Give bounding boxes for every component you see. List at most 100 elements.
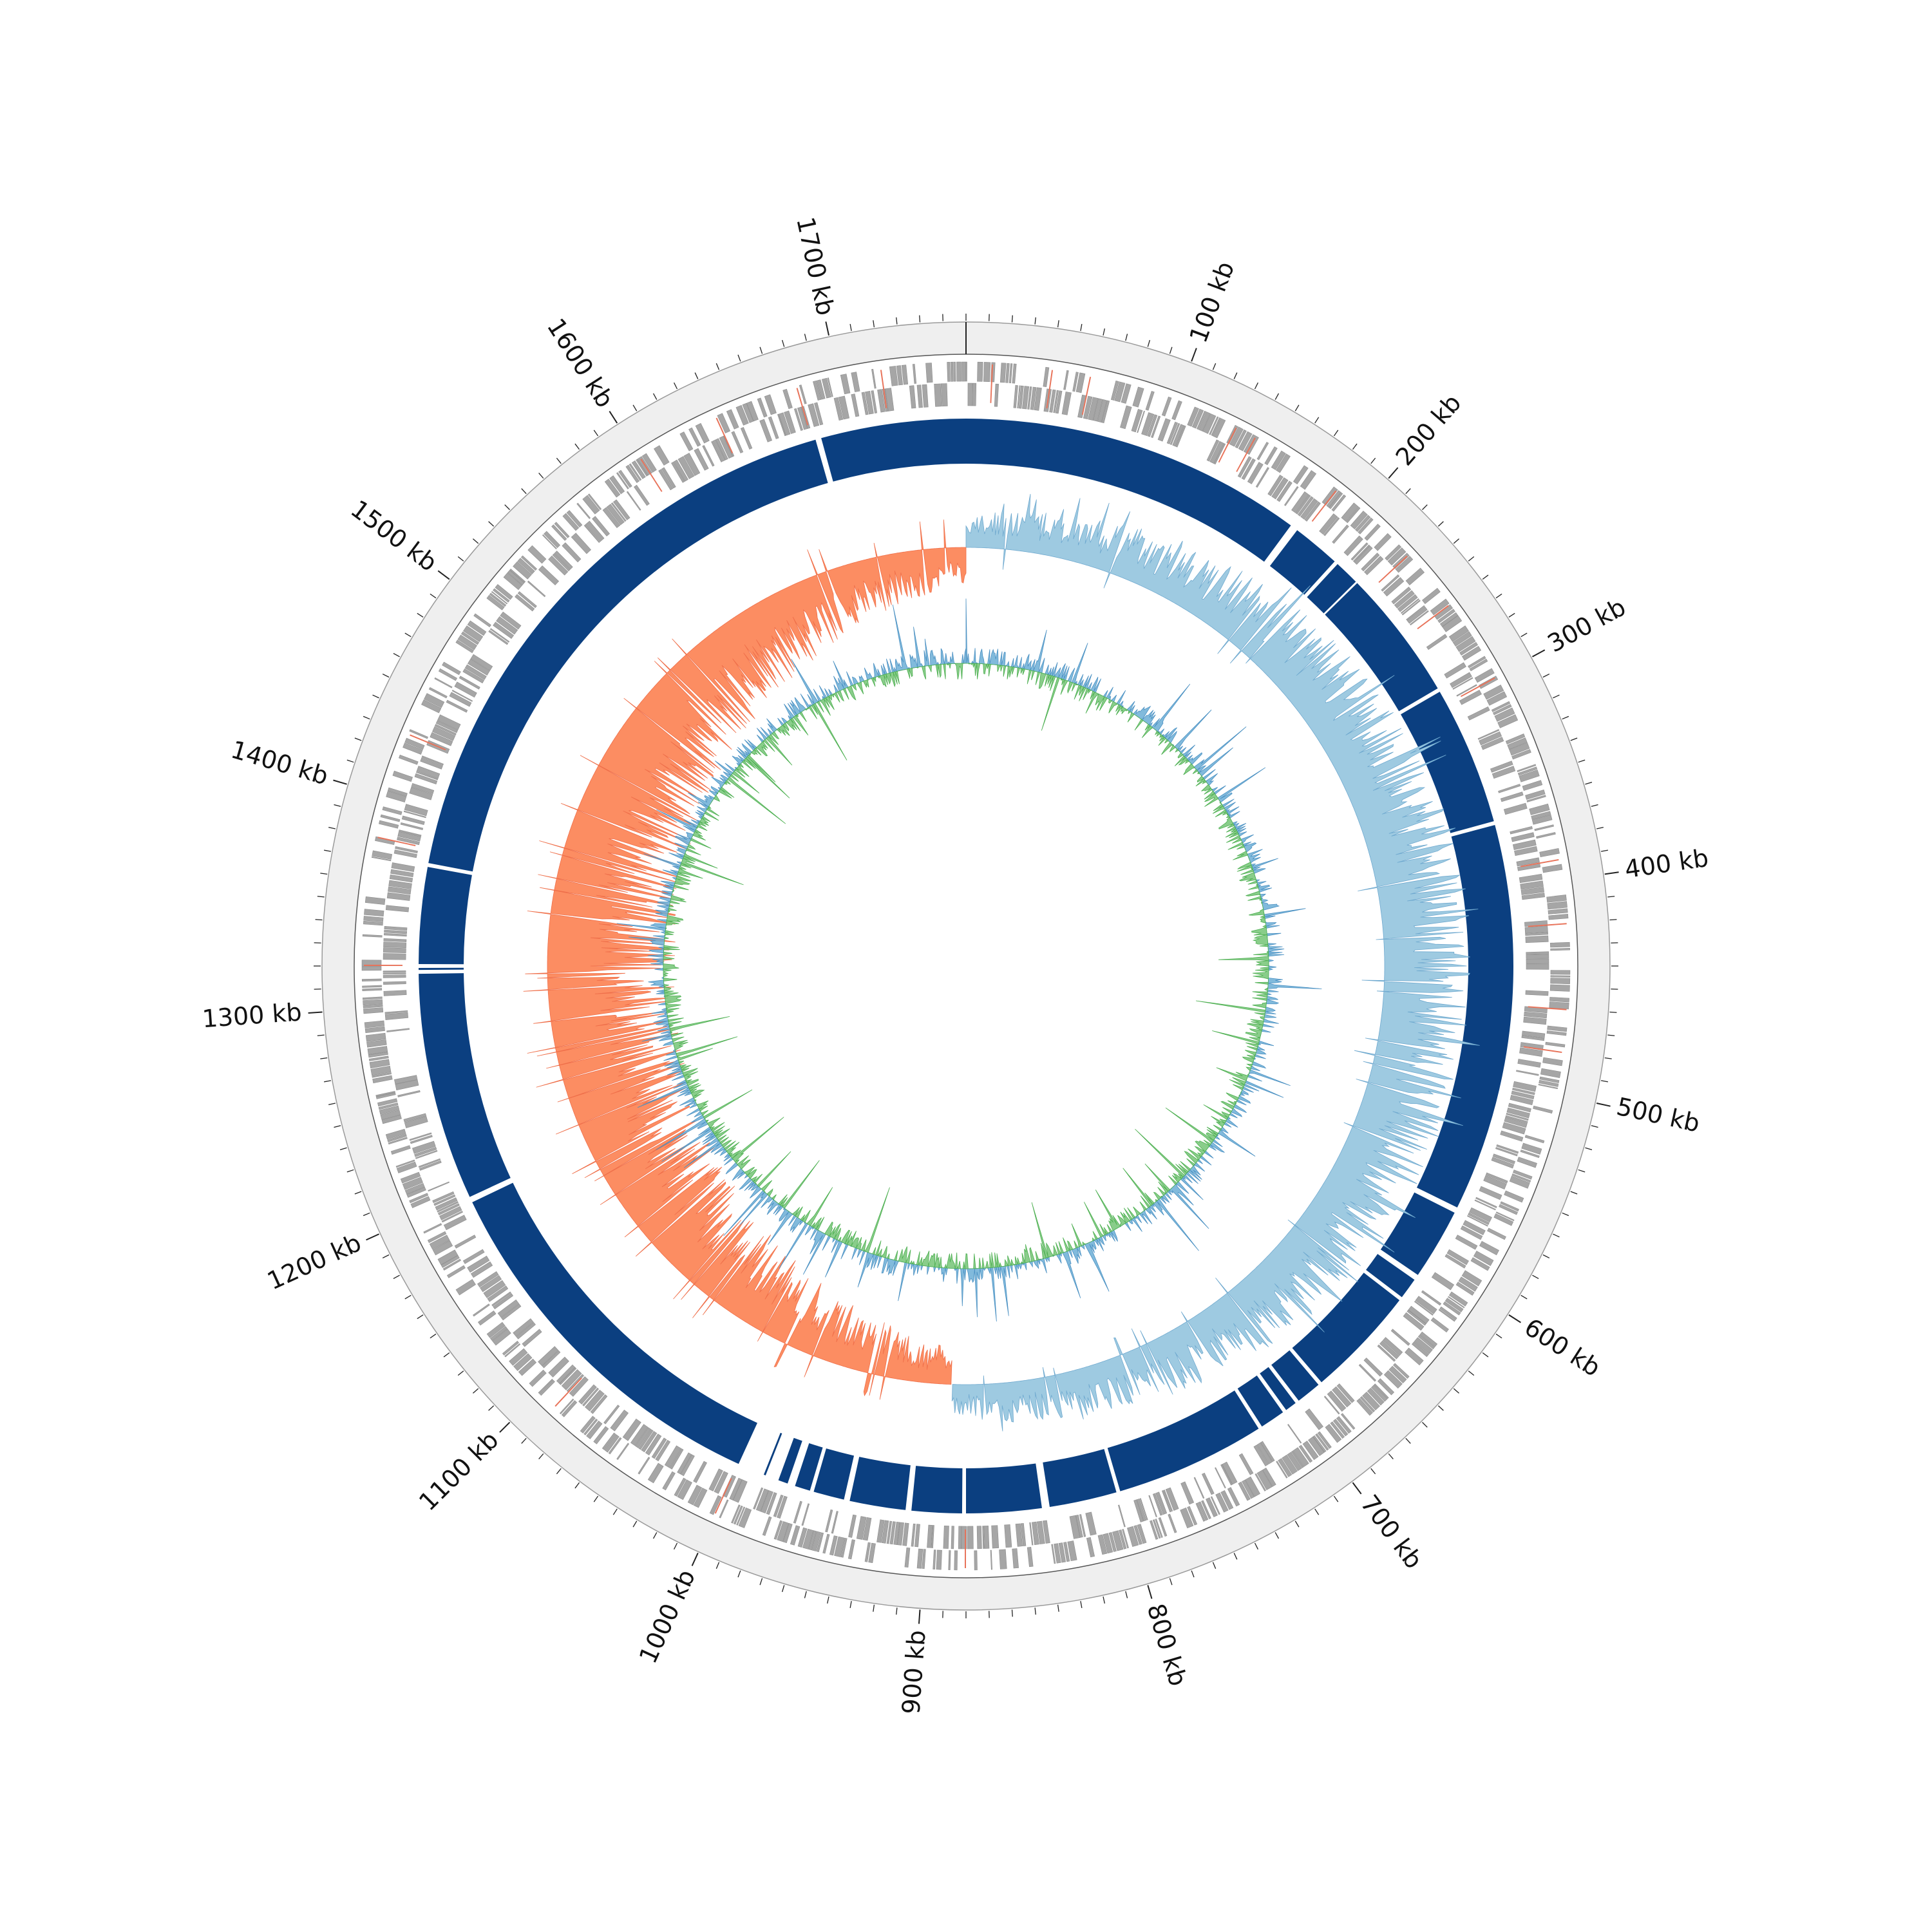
cds-feature [972, 383, 977, 406]
cds-feature [1291, 491, 1309, 513]
cds-feature [552, 553, 571, 572]
cds-feature [1508, 1103, 1531, 1113]
cds-feature [509, 568, 526, 583]
cds-feature [797, 1527, 808, 1548]
cds-feature [378, 820, 399, 829]
minor-tick [1352, 443, 1358, 450]
cds-feature [1505, 1115, 1528, 1124]
cds-feature [680, 1454, 695, 1477]
cds-feature [731, 431, 744, 453]
cds-feature [717, 413, 731, 433]
contig-block [419, 967, 464, 971]
minor-tick [1405, 488, 1411, 495]
cds-feature [1514, 846, 1538, 857]
cds-feature [1119, 1530, 1127, 1549]
cds-feature [1519, 769, 1540, 782]
cds-feature [773, 1494, 784, 1517]
cds-feature [1018, 385, 1024, 409]
cds-feature [409, 1132, 432, 1141]
cds-feature [1526, 963, 1549, 970]
cds-feature [395, 1159, 415, 1168]
cds-feature [1022, 386, 1030, 410]
cds-feature [1461, 1270, 1482, 1287]
contig-block [1416, 824, 1513, 1208]
cds-feature [463, 625, 484, 642]
cds-feature [1256, 1442, 1273, 1464]
minor-tick [1274, 1532, 1280, 1539]
minor-tick [354, 1191, 362, 1195]
cds-feature [848, 1539, 855, 1560]
cds-feature [369, 1059, 390, 1069]
cds-feature [958, 1526, 961, 1549]
cds-feature [1487, 1227, 1506, 1240]
minor-tick [504, 504, 510, 510]
cds-feature [500, 611, 522, 630]
minor-tick [417, 1314, 424, 1320]
cds-feature [1325, 1424, 1342, 1443]
cds-feature [1108, 1532, 1117, 1552]
axis-ticks [308, 314, 1619, 1624]
minor-tick [1468, 1370, 1475, 1376]
feature-track [361, 361, 1571, 1571]
cds-feature [1193, 1477, 1205, 1499]
cds-feature [363, 920, 383, 926]
cds-feature [1381, 574, 1400, 592]
cds-feature [431, 726, 456, 741]
cds-feature [371, 856, 392, 862]
cds-feature [1450, 672, 1472, 688]
minor-tick [488, 1405, 495, 1411]
cds-feature [372, 1072, 392, 1078]
minor-tick [1314, 417, 1320, 424]
cds-feature [1406, 606, 1428, 624]
minor-tick [443, 1352, 450, 1358]
cds-feature [1422, 587, 1441, 604]
cds-feature [1481, 737, 1504, 750]
cds-feature [1013, 384, 1018, 408]
cds-feature [896, 365, 904, 386]
cds-feature [1405, 567, 1425, 585]
contig-block [419, 973, 511, 1197]
cds-feature [814, 402, 824, 426]
cds-feature [433, 1194, 456, 1206]
cds-feature [518, 1358, 537, 1376]
cds-feature [1430, 598, 1450, 616]
minor-tick [849, 323, 852, 332]
cds-feature [902, 1522, 909, 1546]
cds-feature [1525, 990, 1549, 996]
cds-feature [695, 422, 710, 444]
cds-feature [1361, 553, 1380, 572]
cds-feature [954, 1550, 958, 1571]
cds-feature [742, 402, 754, 423]
tick-label: 900 kb [896, 1629, 931, 1716]
contig-block [419, 867, 472, 965]
cds-feature [442, 661, 461, 676]
contig-block [778, 1437, 802, 1484]
minor-tick [1604, 1057, 1612, 1059]
cds-feature [542, 1350, 561, 1368]
cds-feature [782, 388, 793, 410]
cds-feature [1157, 418, 1171, 442]
minor-tick [1314, 1508, 1320, 1515]
cds-feature [759, 419, 773, 442]
minor-tick [317, 896, 325, 898]
cds-feature [1520, 880, 1544, 890]
minor-tick [896, 1607, 898, 1615]
cds-feature [1061, 392, 1072, 415]
minor-tick [1570, 1191, 1578, 1195]
minor-tick [328, 1103, 336, 1105]
minor-tick [1103, 1596, 1105, 1604]
cds-feature [956, 361, 961, 382]
cds-feature [415, 1150, 438, 1159]
cds-feature [491, 591, 508, 605]
cds-feature [1377, 1344, 1396, 1362]
major-tick [499, 1421, 511, 1433]
cds-feature [603, 1405, 620, 1425]
cds-feature [1467, 706, 1490, 721]
rna-feature [1460, 677, 1495, 697]
cds-feature [1141, 412, 1155, 436]
cds-feature [1276, 480, 1293, 502]
minor-tick [1482, 1352, 1489, 1358]
rna-feature [1081, 376, 1092, 415]
cds-feature [410, 1135, 433, 1144]
cds-feature [967, 1526, 974, 1549]
